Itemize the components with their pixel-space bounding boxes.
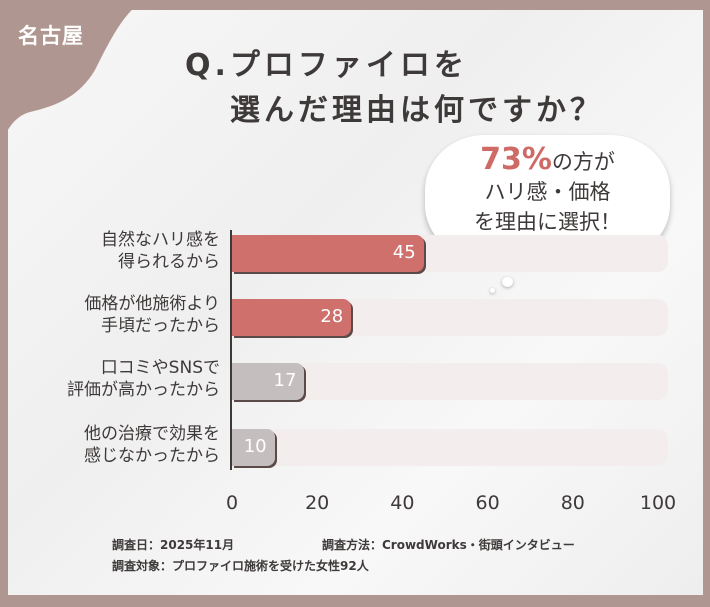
category-label-line: 価格が他施術より [84, 294, 220, 314]
callout-text: の方が [551, 150, 615, 174]
title-line-2: 選んだ理由は何ですか？ [230, 93, 604, 128]
bar [232, 363, 305, 400]
x-tick-label: 80 [560, 492, 585, 514]
x-tick-label: 40 [390, 492, 415, 514]
title-line-1: Q.プロファイロを [185, 48, 468, 83]
bar [232, 299, 352, 336]
bar [232, 429, 275, 466]
bubble-tail-dot [490, 288, 495, 293]
callout-highlight: ハリ感・価格 [484, 180, 611, 204]
x-tick-label: 0 [225, 492, 239, 514]
category-label-line: 自然なハリ感を [101, 230, 220, 250]
callout-percent: 73% [480, 142, 552, 177]
bar-track [232, 429, 668, 466]
bar [232, 235, 424, 272]
x-tick-label: 60 [475, 492, 500, 514]
data-label: 28 [320, 306, 344, 327]
data-label: 17 [273, 370, 297, 391]
category-label: 口コミやSNSで 評価が高かったから [67, 357, 220, 401]
survey-date: 調査日：2025年11月 [112, 538, 235, 552]
survey-target: 調査対象：プロファイロ施術を受けた女性92人 [112, 559, 369, 573]
survey-method: 調査方法：CrowdWorks・街頭インタビュー [322, 538, 575, 552]
city-label: 名古屋 [18, 24, 84, 48]
category-label: 自然なハリ感を 得られるから [101, 229, 220, 273]
data-label: 45 [392, 242, 416, 263]
category-label: 他の治療で効果を 感じなかったから [84, 423, 220, 467]
category-label-line: 他の治療で効果を [84, 424, 220, 444]
category-label-line: 感じなかったから [84, 446, 220, 466]
bar-track [232, 363, 668, 400]
category-label-line: 口コミやSNSで [100, 358, 220, 378]
category-label-line: 手頃だったから [101, 316, 220, 336]
category-label-line: 得られるから [118, 252, 220, 272]
y-axis-line [230, 230, 232, 470]
data-label: 10 [243, 436, 267, 457]
category-label-line: 評価が高かったから [67, 380, 220, 400]
x-tick-label: 100 [639, 492, 677, 514]
bubble-tail-dot [502, 277, 513, 287]
x-tick-label: 20 [305, 492, 330, 514]
category-label: 価格が他施術より 手頃だったから [84, 293, 220, 337]
callout-text: を理由に選択！ [474, 210, 621, 234]
